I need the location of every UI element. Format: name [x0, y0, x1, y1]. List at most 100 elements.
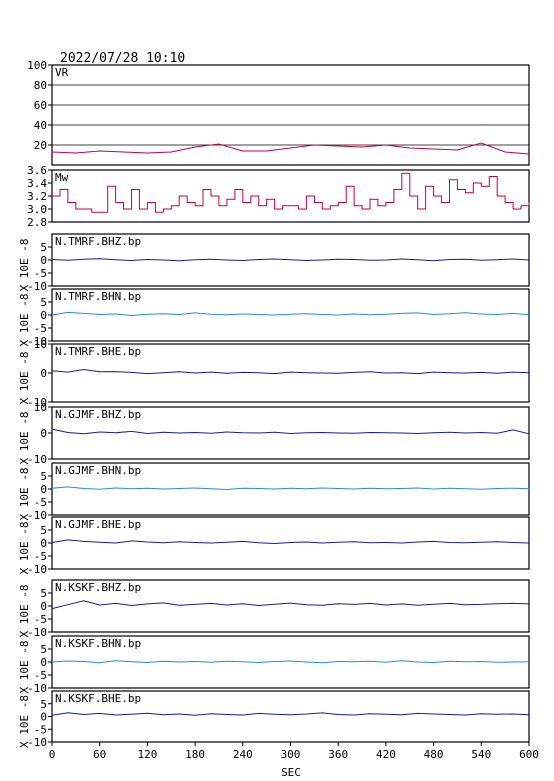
timestamp: 2022/07/28 10:10 — [60, 51, 185, 66]
y-axis-label: X 10E -8 — [18, 468, 31, 521]
y-tick-label: 3.0 — [27, 203, 47, 216]
y-tick-label: 5 — [40, 241, 47, 254]
panel-mw: 2.83.03.23.43.6 Mw — [27, 164, 530, 229]
y-axis-label: X 10E -8 — [18, 585, 31, 638]
y-tick-label: -10 — [27, 396, 47, 409]
y-axis-label: X 10E -8 — [18, 695, 31, 748]
y-tick-label: -10 — [27, 682, 47, 695]
x-tick-label: 480 — [424, 748, 444, 761]
y-tick-label: -10 — [27, 736, 47, 749]
y-tick-label: -10 — [27, 335, 47, 348]
x-tick-label: 540 — [471, 748, 491, 761]
panel-title: N.GJMF.BHZ.bp — [55, 408, 141, 421]
y-tick-label: 10 — [34, 338, 47, 351]
series-line — [51, 712, 530, 716]
y-tick-label: 0 — [40, 309, 47, 322]
y-tick-label: 5 — [40, 698, 47, 711]
panel-frame — [51, 169, 530, 223]
y-tick-label: 0 — [40, 367, 47, 380]
panel-n-tmrf-bhz-bp: -10-505 N.TMRF.BHZ.bp X 10E -8 — [18, 233, 530, 293]
panel-n-kskf-bhz-bp: -10-505 N.KSKF.BHZ.bp X 10E -8 — [18, 579, 530, 639]
x-tick-label: 60 — [93, 748, 106, 761]
panel-title: N.TMRF.BHE.bp — [55, 345, 141, 358]
y-tick-label: 5 — [40, 587, 47, 600]
y-tick-label: 100 — [27, 59, 47, 72]
y-tick-label: 20 — [34, 139, 47, 152]
y-tick-label: 3.6 — [27, 164, 47, 177]
x-tick-label: 600 — [519, 748, 539, 761]
y-tick-label: 10 — [34, 401, 47, 414]
y-tick-label: 0 — [40, 600, 47, 613]
series-line — [51, 142, 530, 155]
panel-vr: 20 40 60 80 100 VR — [27, 59, 530, 166]
panel-title: N.GJMF.BHE.bp — [55, 518, 141, 531]
y-axis-label: X 10E -8 — [18, 641, 31, 694]
y-tick-label: 0 — [40, 711, 47, 724]
y-tick-label: -5 — [34, 496, 47, 509]
x-axis: 0 60 120 180 240 300 360 420 480 540 600 — [49, 742, 539, 761]
y-axis-label: X 10E -8 — [18, 522, 31, 575]
y-tick-label: 60 — [34, 99, 47, 112]
y-axis-label: X 10E -8 — [18, 352, 31, 405]
y-tick-label: 5 — [40, 296, 47, 309]
y-tick-label: -10 — [27, 626, 47, 639]
x-tick-label: 420 — [376, 748, 396, 761]
x-tick-label: 300 — [281, 748, 301, 761]
y-tick-label: 0 — [40, 427, 47, 440]
panel-frame — [51, 64, 530, 166]
y-axis-label: X 10E -8 — [18, 412, 31, 465]
panel-n-tmrf-bhe-bp: -10 0 10 N.TMRF.BHE.bp X 10E -8 — [18, 338, 530, 409]
x-tick-label: 0 — [49, 748, 56, 761]
y-tick-label: 3.4 — [27, 177, 47, 190]
series-line — [51, 311, 530, 317]
y-tick-label: -10 — [27, 453, 47, 466]
x-tick-label: 240 — [233, 748, 253, 761]
y-tick-label: 2.8 — [27, 216, 47, 229]
y-tick-label: -10 — [27, 280, 47, 293]
series-line — [51, 539, 530, 545]
panel-title: N.GJMF.BHN.bp — [55, 464, 141, 477]
y-tick-label: 0 — [40, 483, 47, 496]
panel-n-tmrf-bhn-bp: -10-505 N.TMRF.BHN.bp X 10E -8 — [18, 288, 530, 348]
panel-n-gjmf-bhe-bp: -10-505 N.GJMF.BHE.bp X 10E -8 — [18, 516, 530, 576]
x-tick-label: 120 — [137, 748, 157, 761]
y-tick-label: 40 — [34, 119, 47, 132]
panel-title: N.KSKF.BHE.bp — [55, 692, 141, 705]
y-tick-label: -5 — [34, 550, 47, 563]
panel-title: VR — [55, 66, 69, 79]
panel-n-kskf-bhe-bp: -10-505 N.KSKF.BHE.bp X 10E -8 — [18, 690, 530, 749]
y-tick-label: -10 — [27, 563, 47, 576]
y-tick-label: 80 — [34, 79, 47, 92]
y-tick-label: -5 — [34, 613, 47, 626]
y-tick-label: 5 — [40, 643, 47, 656]
series-line — [51, 486, 530, 491]
y-tick-label: 3.2 — [27, 190, 47, 203]
y-tick-label: 5 — [40, 524, 47, 537]
panel-title: N.KSKF.BHN.bp — [55, 637, 141, 650]
panel-title: N.TMRF.BHN.bp — [55, 290, 141, 303]
panel-n-gjmf-bhn-bp: -10-505 N.GJMF.BHN.bp X 10E -8 — [18, 462, 530, 522]
y-tick-label: -5 — [34, 322, 47, 335]
panel-title: N.TMRF.BHZ.bp — [55, 235, 141, 248]
panel-n-gjmf-bhz-bp: -10 0 10 N.GJMF.BHZ.bp X 10E -8 — [18, 401, 530, 466]
series-line — [52, 172, 530, 213]
x-tick-label: 360 — [328, 748, 348, 761]
series-line — [51, 258, 530, 262]
y-axis-label: X 10E -8 — [18, 294, 31, 347]
y-axis-label: X 10E -8 — [18, 239, 31, 292]
x-axis-label: SEC — [281, 766, 301, 779]
series-line — [51, 600, 530, 610]
y-tick-label: 5 — [40, 470, 47, 483]
y-tick-label: 0 — [40, 254, 47, 267]
panel-title: N.KSKF.BHZ.bp — [55, 581, 141, 594]
panel-n-kskf-bhn-bp: -10-505 N.KSKF.BHN.bp X 10E -8 — [18, 635, 530, 695]
y-tick-label: -10 — [27, 509, 47, 522]
y-tick-label: 0 — [40, 656, 47, 669]
y-tick-label: -5 — [34, 267, 47, 280]
series-line — [51, 428, 530, 435]
series-line — [51, 660, 530, 664]
y-tick-label: -5 — [34, 723, 47, 736]
x-tick-label: 180 — [185, 748, 205, 761]
series-line — [51, 368, 530, 375]
